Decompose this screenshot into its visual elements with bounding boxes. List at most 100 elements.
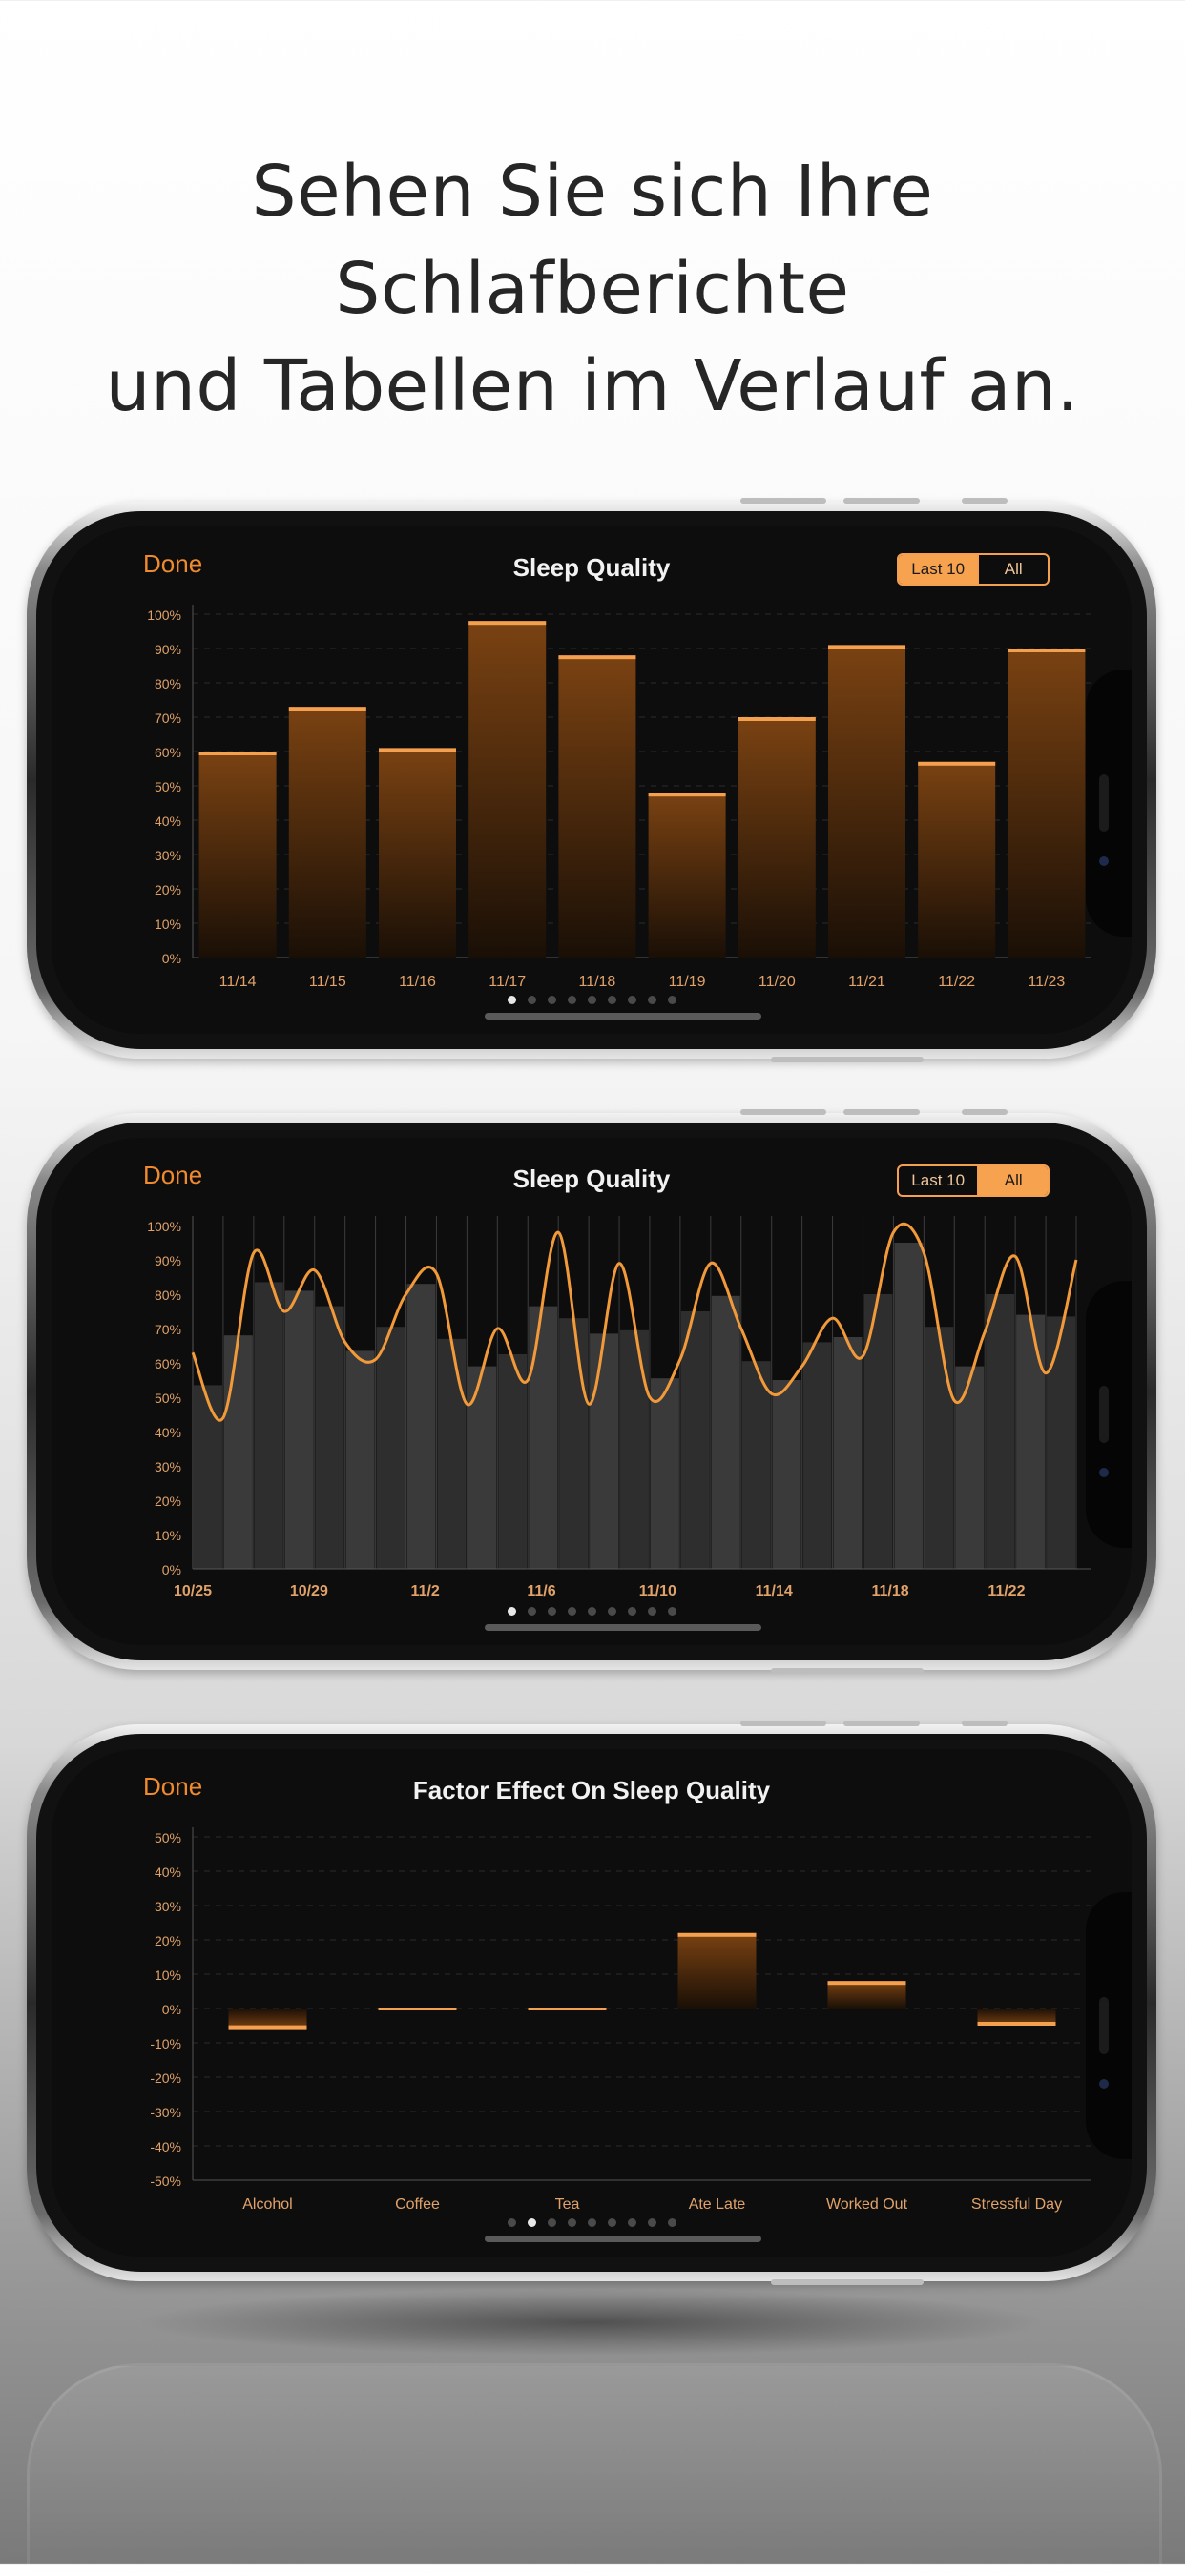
page-dot[interactable] [547,1607,556,1616]
page-dot[interactable] [587,2218,596,2227]
y-tick-label: -40% [150,2139,181,2154]
area-column [802,1342,832,1569]
page-dot[interactable] [667,996,676,1004]
segment-all[interactable]: All [1004,560,1023,578]
range-segmented-control: Last 10 All [897,553,1050,586]
segment-last-10[interactable]: Last 10 [899,1166,980,1195]
area-column [468,1366,497,1569]
area-column [711,1295,740,1569]
bar [228,2009,307,2030]
done-button[interactable]: Done [143,1161,203,1189]
page-dot[interactable] [547,996,556,1004]
page-indicator[interactable] [52,1603,1132,1620]
page-dot[interactable] [527,996,536,1004]
x-tick-label: 10/25 [174,1583,212,1599]
done-button[interactable]: Done [143,549,203,578]
area-column [833,1337,863,1569]
bar [468,621,547,958]
y-tick-label: 90% [155,1253,181,1268]
phone-frame-3: 50% 40% 30% 20% 10% 0% -10% -20% -30% -40% -50% Alc… [27,1721,1156,2285]
area-column [498,1354,528,1569]
page-dot[interactable] [667,1607,676,1616]
bar [558,655,636,958]
area-column [254,1282,283,1569]
page-dot[interactable] [647,1607,656,1616]
area-column [650,1378,679,1569]
page-indicator[interactable] [52,2215,1132,2232]
page-dot[interactable] [567,996,576,1004]
area-column [986,1294,1015,1569]
factor-effect-bar-chart: 50% 40% 30% 20% 10% 0% -10% -20% -30% -40% -50% Alc… [52,1749,1132,2257]
page-dot[interactable] [527,2218,536,2227]
bar [648,793,726,958]
y-tick-label: 70% [155,711,181,726]
bar [827,1981,906,2009]
phone-button [740,498,826,504]
page-indicator[interactable] [52,992,1132,1009]
y-tick-label: 10% [155,917,181,932]
area-column [741,1361,771,1569]
phone-button [771,1057,924,1062]
y-tick-label: 20% [155,1494,181,1509]
x-tick-label: 11/22 [988,1583,1025,1599]
segment-all[interactable]: All [979,1166,1048,1195]
page-dot[interactable] [647,2218,656,2227]
bar-top [558,655,636,660]
page-dot[interactable] [507,1607,516,1616]
y-tick-label: -50% [150,2174,181,2189]
bar-top [378,748,457,752]
headline-line-1: Sehen Sie sich Ihre Schlafberichte [251,151,934,330]
screen-factor-effect: 50% 40% 30% 20% 10% 0% -10% -20% -30% -40% -50% Alc… [52,1749,1132,2257]
page-dot[interactable] [587,996,596,1004]
home-indicator[interactable] [485,1624,761,1631]
page-dot[interactable] [627,1607,636,1616]
page-dot[interactable] [567,2218,576,2227]
bar-top [1008,649,1086,652]
area-column [772,1380,801,1569]
page-dot[interactable] [507,996,516,1004]
home-indicator[interactable] [485,1013,761,1020]
bar [738,717,816,958]
area-column [284,1290,314,1569]
bar [977,2009,1056,2026]
bar-top [918,761,996,766]
headline-line-2: und Tabellen im Verlauf an. [105,345,1080,427]
phone-frame-2: 0% 10% 20% 30% 40% 50% 60% 70% 80% 90% 100% 10/25 10… [27,1109,1156,1674]
y-tick-label: 100% [147,1219,181,1234]
done-button[interactable]: Done [143,1772,203,1801]
sensor-notch [1086,1281,1132,1548]
x-tick-label: 11/21 [848,974,885,990]
phone-button [771,2279,924,2285]
page-dot[interactable] [627,996,636,1004]
bar-top [738,717,816,721]
x-tick-label: Coffee [395,2196,440,2213]
y-tick-label: 40% [155,814,181,829]
x-tick-label: 11/19 [669,974,706,990]
y-tick-label: 50% [155,1391,181,1406]
page-dot[interactable] [507,2218,516,2227]
y-tick-label: 40% [155,1865,181,1880]
bar [378,748,457,958]
chart-svg: 0% 10% 20% 30% 40% 50% 60% 70% 80% 90% 100% 11/14 11… [147,605,1091,990]
page-dot[interactable] [607,996,616,1004]
page-dot[interactable] [547,2218,556,2227]
y-tick-label: 60% [155,1356,181,1371]
y-tick-label: 90% [155,642,181,657]
page-dot[interactable] [587,1607,596,1616]
y-tick-label: 30% [155,1899,181,1914]
area-column [590,1333,619,1569]
page-dot[interactable] [607,2218,616,2227]
area-column [1047,1316,1075,1569]
page-dot[interactable] [647,996,656,1004]
segment-last-10[interactable]: Last 10 [899,555,980,584]
page-dot[interactable] [667,2218,676,2227]
phone-reflection [27,2363,1162,2576]
page-dot[interactable] [627,2218,636,2227]
phone-frame-1: 0% 10% 20% 30% 40% 50% 60% 70% 80% 90% 100% 11/14 11… [27,498,1156,1062]
page-dot[interactable] [527,1607,536,1616]
home-indicator[interactable] [485,2236,761,2242]
page-dot[interactable] [567,1607,576,1616]
y-tick-label: 50% [155,779,181,794]
page-dot[interactable] [607,1607,616,1616]
bar [1008,649,1086,958]
